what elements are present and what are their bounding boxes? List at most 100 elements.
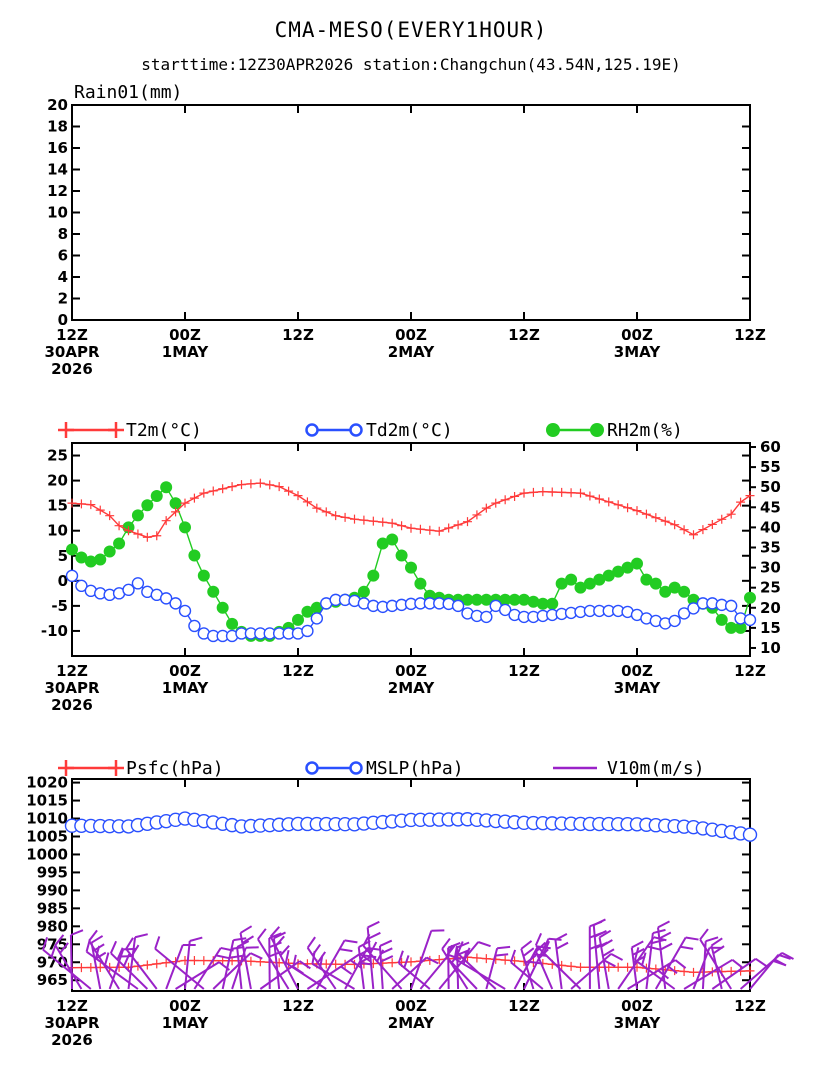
plus-marker — [368, 516, 378, 526]
x-tick-label: 00Z — [621, 326, 653, 344]
wind-barb-feather — [369, 941, 378, 955]
x-tick-label: 2MAY — [388, 679, 436, 697]
dot-marker — [75, 551, 88, 564]
y-tick-label: 15 — [47, 497, 68, 515]
dot-marker — [310, 601, 323, 614]
wind-barb-feather — [379, 939, 393, 947]
plus-marker — [736, 497, 746, 507]
plus-marker — [679, 525, 689, 535]
dot-marker — [103, 545, 116, 558]
plus-marker — [679, 966, 689, 976]
wind-barb-feather — [104, 952, 110, 966]
plus-marker — [321, 959, 331, 969]
dot-marker — [744, 591, 756, 604]
dot-marker — [480, 593, 493, 606]
wind-barb-feather — [603, 959, 616, 968]
dot-marker — [602, 569, 615, 582]
plus-marker — [274, 482, 284, 492]
wind-barb-feather — [50, 944, 57, 958]
wind-barb-staff — [154, 948, 205, 990]
plus-marker — [528, 487, 538, 497]
plus-marker — [199, 956, 209, 966]
plus-marker — [491, 498, 501, 508]
wind-barb-feather — [59, 942, 69, 954]
plus-marker — [237, 480, 246, 490]
circle-marker — [75, 579, 88, 593]
wind-barb-feather — [674, 959, 687, 969]
x-tick-label: 1MAY — [162, 679, 210, 697]
wind-barb-staff — [535, 951, 554, 990]
y-right-tick-label: 55 — [760, 458, 781, 476]
dot-marker — [301, 605, 314, 618]
plus-marker — [387, 958, 397, 968]
rain-panel-label: Rain01(mm) — [74, 82, 182, 103]
t2m-swatch-marker — [58, 422, 74, 438]
circle-marker — [451, 599, 465, 613]
y-tick-label: 985 — [37, 899, 68, 917]
wind-barb-feather — [543, 940, 551, 954]
y-tick-label: 18 — [47, 118, 68, 136]
dot-marker — [499, 593, 512, 606]
plus-marker — [500, 495, 510, 505]
wind-barb-feather — [462, 951, 468, 965]
wind-barb-feather — [685, 936, 699, 941]
y-tick-label: 8 — [58, 225, 68, 243]
wind-barb-feather — [54, 934, 65, 946]
chart-title: CMA-MESO(EVERY1HOUR) — [274, 18, 548, 42]
x-tick-label: 12Z — [734, 662, 766, 680]
plus-marker — [519, 488, 529, 498]
wind-barb-feather — [397, 950, 404, 964]
wind-barb-staff — [445, 956, 478, 990]
x-tick-label: 00Z — [395, 997, 427, 1015]
plus-marker — [434, 955, 444, 965]
y-tick-label: 0 — [58, 311, 68, 329]
wind-barb-feather — [731, 959, 744, 969]
x-tick-label: 3MAY — [614, 343, 662, 361]
x-tick-label: 2MAY — [388, 343, 436, 361]
wind-barb-feather — [284, 949, 290, 964]
y-tick-label: 980 — [37, 917, 68, 935]
plus-marker — [585, 491, 595, 501]
plus-marker — [142, 960, 152, 970]
circle-marker — [301, 624, 314, 638]
dot-marker — [536, 597, 549, 610]
wind-barb-feather — [241, 935, 255, 944]
rh2m-swatch-marker — [546, 423, 560, 437]
wind-barb-feather — [94, 945, 101, 959]
x-tick-label: 3MAY — [614, 1014, 662, 1032]
psfc-legend-label: Psfc(hPa) — [126, 758, 224, 779]
dot-marker — [659, 585, 672, 598]
plus-marker — [378, 517, 388, 527]
plus-marker — [500, 955, 510, 965]
wind-barb-feather — [660, 942, 673, 951]
wind-barb-staff — [69, 934, 73, 990]
plus-marker — [265, 480, 275, 490]
dot-marker — [621, 561, 634, 574]
plus-marker — [576, 962, 585, 972]
y-tick-label: 20 — [47, 96, 68, 114]
plus-marker — [632, 506, 642, 516]
wind-barb-feather — [445, 944, 454, 958]
x-tick-label: 30APR — [44, 343, 99, 361]
plus-marker — [246, 956, 256, 966]
x-tick-label: 3MAY — [614, 679, 662, 697]
plus-marker — [726, 966, 736, 976]
dot-marker — [470, 593, 483, 606]
plus-marker — [660, 516, 670, 526]
circle-marker — [480, 610, 493, 624]
plus-marker — [152, 531, 162, 541]
dot-marker — [188, 549, 201, 562]
plus-marker — [745, 966, 755, 976]
dot-marker — [367, 569, 380, 582]
wind-barb-staff — [683, 958, 733, 990]
v10m-legend-label: V10m(m/s) — [607, 758, 705, 779]
circle-marker — [742, 827, 758, 842]
wind-barb-feather — [647, 945, 661, 951]
y-right-tick-label: 10 — [760, 639, 781, 657]
plus-marker — [566, 488, 576, 498]
wind-barb-feather — [456, 941, 470, 949]
x-tick-label: 12Z — [734, 326, 766, 344]
wind-barb-feather — [658, 931, 672, 940]
wind-barb-staff — [193, 947, 222, 990]
plus-marker — [208, 486, 218, 496]
